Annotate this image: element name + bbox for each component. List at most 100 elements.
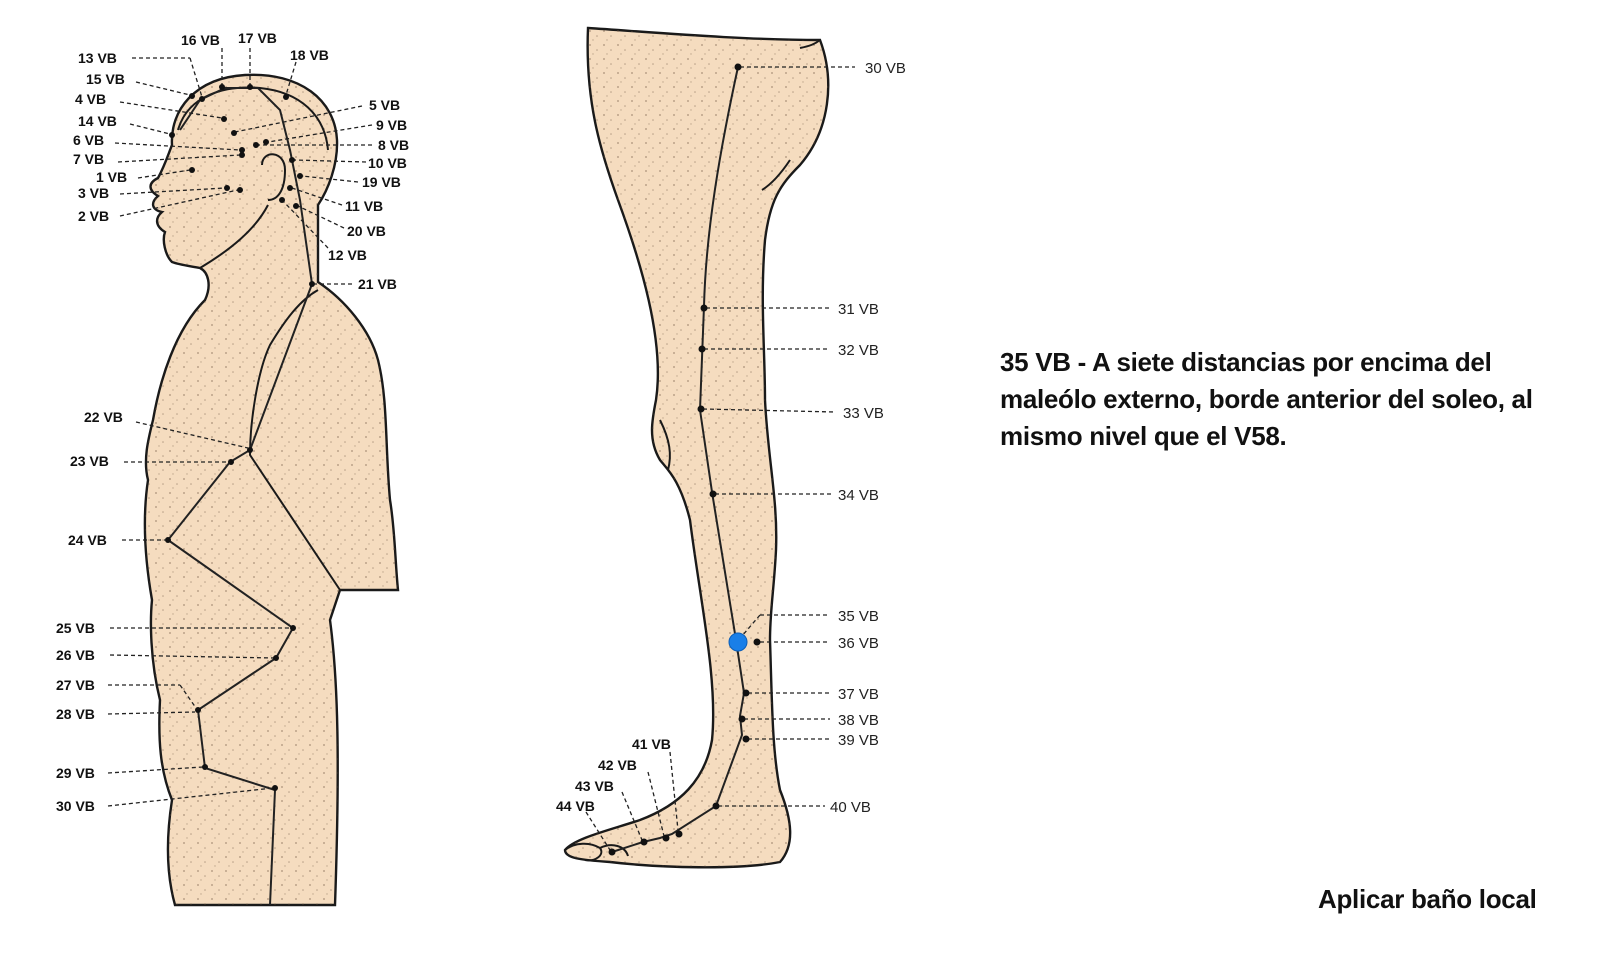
- treatment-note: Aplicar baño local: [1318, 884, 1537, 914]
- leg-points: 30 VB 31 VB 32 VB 33 VB 34 VB 35 VB: [556, 60, 906, 856]
- label-35-vb: 35 VB: [838, 608, 879, 625]
- label-31-vb: 31 VB: [838, 301, 879, 318]
- label-10-vb: 10 VB: [368, 155, 407, 171]
- point-36-vb: 36 VB: [753, 635, 879, 652]
- point-2-vb: 2 VB: [78, 187, 243, 224]
- point-6-vb: 6 VB: [73, 132, 245, 153]
- hairline: [177, 86, 329, 151]
- point-37-vb: 37 VB: [742, 686, 879, 703]
- point-28-vb: 28 VB: [56, 706, 196, 722]
- label-44-vb: 44 VB: [556, 798, 595, 814]
- knee-contour: [659, 419, 671, 471]
- label-18-vb: 18 VB: [290, 47, 329, 63]
- point-9-vb: 9 VB: [263, 117, 407, 145]
- point-20-vb: 20 VB: [293, 203, 386, 239]
- label-1-vb: 1 VB: [96, 169, 127, 185]
- point-41-vb: 41 VB: [632, 736, 683, 838]
- label-39-vb: 39 VB: [838, 732, 879, 749]
- point-16-vb: 16 VB: [181, 32, 225, 90]
- label-40-vb: 40 VB: [830, 799, 871, 816]
- point-14-vb: 14 VB: [78, 113, 175, 138]
- label-16-vb: 16 VB: [181, 32, 220, 48]
- label-26-vb: 26 VB: [56, 647, 95, 663]
- point-13-vb: 13 VB: [78, 50, 205, 102]
- point-39-vb: 39 VB: [742, 732, 879, 749]
- point-44-vb: 44 VB: [556, 798, 616, 856]
- point-17-vb: 17 VB: [238, 30, 277, 90]
- point-24-vb: 24 VB: [68, 532, 171, 548]
- point-42-vb: 42 VB: [598, 757, 670, 842]
- point-34-vb: 34 VB: [709, 487, 879, 504]
- point-35-vb: 35 VB: [741, 608, 879, 637]
- jaw: [199, 204, 269, 269]
- point-10-vb: 10 VB: [289, 155, 407, 171]
- point-19-vb: 19 VB: [297, 173, 401, 190]
- point-1-vb: 1 VB: [96, 167, 195, 185]
- toes: [564, 842, 629, 862]
- label-32-vb: 32 VB: [838, 342, 879, 359]
- point-32-vb: 32 VB: [698, 342, 879, 359]
- label-25-vb: 25 VB: [56, 620, 95, 636]
- point-21-vb: 21 VB: [309, 276, 397, 292]
- label-17-vb: 17 VB: [238, 30, 277, 46]
- label-28-vb: 28 VB: [56, 706, 95, 722]
- point-4-vb: 4 VB: [75, 91, 227, 122]
- label-27-vb: 27 VB: [56, 677, 95, 693]
- label-21-vb: 21 VB: [358, 276, 397, 292]
- point-7-vb: 7 VB: [73, 151, 245, 167]
- label-15-vb: 15 VB: [86, 71, 125, 87]
- point-11-vb: 11 VB: [287, 185, 383, 214]
- label-13-vb: 13 VB: [78, 50, 117, 66]
- label-19-vb: 19 VB: [362, 174, 401, 190]
- label-2-vb: 2 VB: [78, 208, 109, 224]
- label-30-vb-leg: 30 VB: [865, 60, 906, 77]
- point-27-vb: 27 VB: [56, 677, 201, 713]
- ear: [261, 153, 287, 201]
- point-29-vb: 29 VB: [56, 764, 208, 781]
- point-5-vb: 5 VB: [231, 97, 400, 136]
- label-41-vb: 41 VB: [632, 736, 671, 752]
- point-22-vb: 22 VB: [84, 409, 253, 453]
- label-5-vb: 5 VB: [369, 97, 400, 113]
- label-43-vb: 43 VB: [575, 778, 614, 794]
- point-15-vb: 15 VB: [86, 71, 195, 99]
- label-4-vb: 4 VB: [75, 91, 106, 107]
- label-34-vb: 34 VB: [838, 487, 879, 504]
- arm: [248, 289, 341, 591]
- point-23-vb: 23 VB: [70, 453, 234, 469]
- label-14-vb: 14 VB: [78, 113, 117, 129]
- point-description: 35 VB - A siete distancias por encima de…: [1000, 347, 1533, 451]
- label-33-vb: 33 VB: [843, 405, 884, 422]
- label-6-vb: 6 VB: [73, 132, 104, 148]
- label-9-vb: 9 VB: [376, 117, 407, 133]
- highlighted-point-marker: [728, 632, 748, 652]
- label-7-vb: 7 VB: [73, 151, 104, 167]
- label-11-vb: 11 VB: [345, 198, 383, 214]
- label-12-vb: 12 VB: [328, 247, 367, 263]
- point-3-vb: 3 VB: [78, 185, 230, 201]
- point-40-vb: 40 VB: [712, 799, 871, 816]
- point-26-vb: 26 VB: [56, 647, 279, 663]
- point-8-vb: 8 VB: [253, 137, 409, 153]
- label-8-vb: 8 VB: [378, 137, 409, 153]
- point-31-vb: 31 VB: [700, 301, 879, 318]
- point-30-vb-leg: 30 VB: [734, 60, 906, 77]
- label-23-vb: 23 VB: [70, 453, 109, 469]
- point-18-vb: 18 VB: [283, 47, 329, 100]
- point-12-vb: 12 VB: [279, 197, 367, 263]
- point-43-vb: 43 VB: [575, 778, 648, 846]
- gluteal-fold: [761, 39, 821, 191]
- label-37-vb: 37 VB: [838, 686, 879, 703]
- label-3-vb: 3 VB: [78, 185, 109, 201]
- point-38-vb: 38 VB: [738, 712, 879, 729]
- leg-meridian: [611, 66, 746, 853]
- label-30-vb-torso: 30 VB: [56, 798, 95, 814]
- label-22-vb: 22 VB: [84, 409, 123, 425]
- label-42-vb: 42 VB: [598, 757, 637, 773]
- torso-points: 16 VB 17 VB 18 VB 13 VB 15 VB 4 VB: [56, 30, 409, 814]
- label-38-vb: 38 VB: [838, 712, 879, 729]
- label-36-vb: 36 VB: [838, 635, 879, 652]
- label-20-vb: 20 VB: [347, 223, 386, 239]
- label-29-vb: 29 VB: [56, 765, 95, 781]
